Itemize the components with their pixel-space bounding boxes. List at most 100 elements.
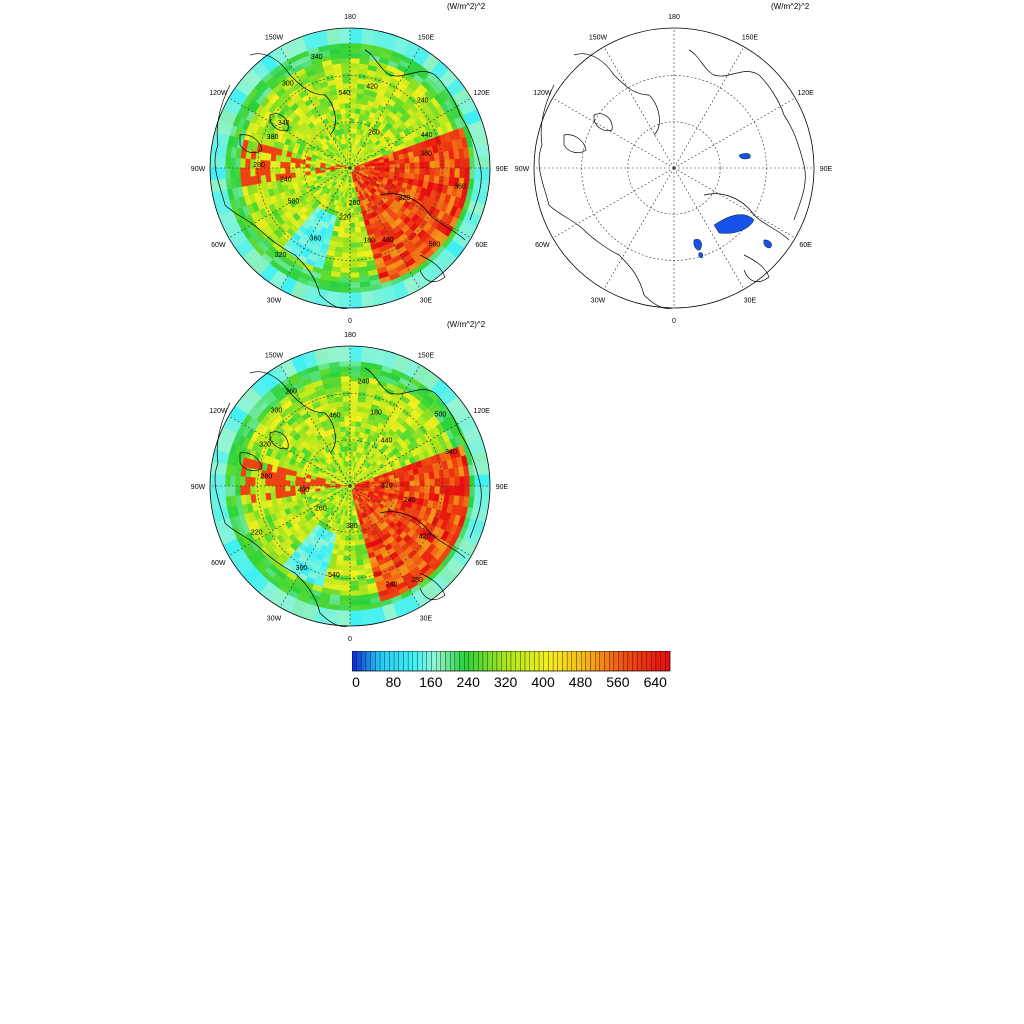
contour-label: 420	[419, 533, 431, 540]
contour-label: 400	[298, 487, 310, 494]
polar-map-bottom-left: 280 240 260 320 300 380 440 400 420 460 360 340 320 2…	[190, 332, 520, 643]
lon-label-150w: 150W	[265, 352, 284, 359]
lon-label-150e: 150E	[418, 34, 435, 41]
contour-label: 360	[454, 183, 466, 190]
contour-label: 180	[370, 409, 382, 416]
lon-label-60w: 60W	[211, 242, 226, 249]
lon-label-30e: 30E	[420, 616, 433, 623]
lon-label-30w: 30W	[591, 298, 606, 305]
bottom-left-coastlines	[214, 367, 482, 627]
contour-label: 340	[445, 449, 457, 456]
contour-label: 280	[261, 474, 273, 481]
lon-label-90e: 90E	[496, 166, 509, 173]
lon-label-120e: 120E	[473, 90, 490, 97]
colorbar-tick-label: 240	[457, 674, 481, 690]
bottom-left-graticule	[210, 346, 490, 626]
contour-label: 500	[288, 198, 300, 205]
lon-label-0: 0	[348, 318, 352, 325]
contour-label: 560	[429, 242, 441, 249]
polar-map-top-left: 280 260 240 320 340 360 440 380 460 420 500 360 300 2…	[190, 14, 520, 325]
units-label-bottom-left: (W/m^2)^2	[447, 320, 486, 329]
lon-label-120e: 120E	[797, 90, 814, 97]
contour-label: 540	[328, 572, 340, 579]
lon-label-120w: 120W	[533, 90, 552, 97]
contour-label: 220	[251, 530, 263, 537]
colorbar-tick-label: 80	[386, 674, 402, 690]
bottom-left-boundary	[209, 345, 491, 627]
lon-label-0: 0	[348, 636, 352, 643]
lon-label-90w: 90W	[515, 166, 530, 173]
contour-label: 260	[315, 505, 327, 512]
top-right-coastlines	[538, 49, 806, 309]
contour-label: 320	[259, 441, 271, 448]
lon-label-60w: 60W	[535, 242, 550, 249]
lon-label-90e: 90E	[820, 166, 833, 173]
contour-label: 460	[382, 237, 394, 244]
colorbar-tick-label: 0	[352, 674, 360, 690]
top-left-boundary	[209, 27, 491, 309]
colorbar-tick-label: 560	[606, 674, 630, 690]
contour-label: 360	[296, 565, 308, 572]
contour-label: 360	[310, 235, 322, 242]
bottom-left-contour-labels: 280 240 260 320 300 380 440 400 420 460 360 340 320 2…	[251, 378, 457, 588]
lon-label-90w: 90W	[191, 166, 206, 173]
contour-label: 260	[368, 129, 380, 136]
top-left-longitude-labels: 0 30E 60E 90E 120E 150E 180 150W 120W 90W 60W 30W	[191, 14, 509, 325]
lon-label-60e: 60E	[475, 560, 488, 567]
lon-label-60w: 60W	[211, 560, 226, 567]
top-right-significant-patches	[693, 153, 772, 259]
contour-label: 240	[358, 378, 370, 385]
lon-label-180: 180	[668, 14, 680, 21]
lon-label-180: 180	[344, 14, 356, 21]
lon-label-150e: 150E	[742, 34, 759, 41]
polar-map-top-right: 0 30E 60E 90E 120E 150E 180 150W 120W 90W 60W 30W	[514, 14, 844, 325]
contour-label: 280	[411, 577, 423, 584]
contour-label: 260	[285, 389, 297, 396]
lon-label-30e: 30E	[744, 298, 757, 305]
contour-label: 240	[280, 177, 292, 184]
contour-label: 220	[339, 214, 351, 221]
lon-label-90e: 90E	[496, 484, 509, 491]
contour-label: 340	[311, 54, 323, 61]
lon-label-60e: 60E	[475, 242, 488, 249]
contour-label: 240	[417, 98, 429, 105]
lon-label-150w: 150W	[265, 34, 284, 41]
top-left-graticule	[210, 28, 490, 308]
contour-label: 500	[435, 412, 447, 419]
bottom-left-longitude-labels: 0 30E 60E 90E 120E 150E 180 150W 120W 90W 60W 30W	[191, 332, 509, 643]
contour-label: 280	[349, 200, 361, 207]
contour-label: 460	[329, 413, 341, 420]
contour-label: 340	[278, 120, 290, 127]
top-left-contour-labels: 280 260 240 320 340 360 440 380 460 420 500 360 300 2…	[253, 54, 466, 259]
contour-label: 240	[404, 497, 416, 504]
colorbar-tick-labels: 0 80 160 240 320 400 480 560 640	[352, 674, 667, 690]
lon-label-90w: 90W	[191, 484, 206, 491]
colorbar-tick-label: 480	[569, 674, 593, 690]
lon-label-0: 0	[672, 318, 676, 325]
units-label-top-right: (W/m^2)^2	[771, 2, 810, 11]
lon-label-60e: 60E	[799, 242, 812, 249]
contour-label: 540	[338, 90, 350, 97]
colorbar-tick-label: 400	[531, 674, 555, 690]
top-right-longitude-labels: 0 30E 60E 90E 120E 150E 180 150W 120W 90W 60W 30W	[515, 14, 833, 325]
colorbar-tick-label: 320	[494, 674, 518, 690]
lon-label-180: 180	[344, 332, 356, 339]
contour-label: 300	[271, 407, 283, 414]
colorbar-tick-label: 160	[419, 674, 443, 690]
contour-label: 440	[381, 437, 393, 444]
contour-label: 180	[363, 237, 375, 244]
lon-label-30w: 30W	[267, 616, 282, 623]
units-label-top-left: (W/m^2)^2	[447, 2, 486, 11]
colorbar-tick-label: 640	[644, 674, 668, 690]
contour-label: 320	[399, 195, 411, 202]
lon-label-120w: 120W	[209, 90, 228, 97]
lon-label-150e: 150E	[418, 352, 435, 359]
contour-label: 320	[275, 252, 287, 259]
contour-label: 380	[267, 134, 279, 141]
lon-label-120w: 120W	[209, 408, 228, 415]
lon-label-120e: 120E	[473, 408, 490, 415]
contour-label: 240	[386, 582, 398, 589]
contour-label: 440	[421, 132, 433, 139]
colorbar-swatches	[351, 650, 671, 672]
lon-label-30w: 30W	[267, 298, 282, 305]
